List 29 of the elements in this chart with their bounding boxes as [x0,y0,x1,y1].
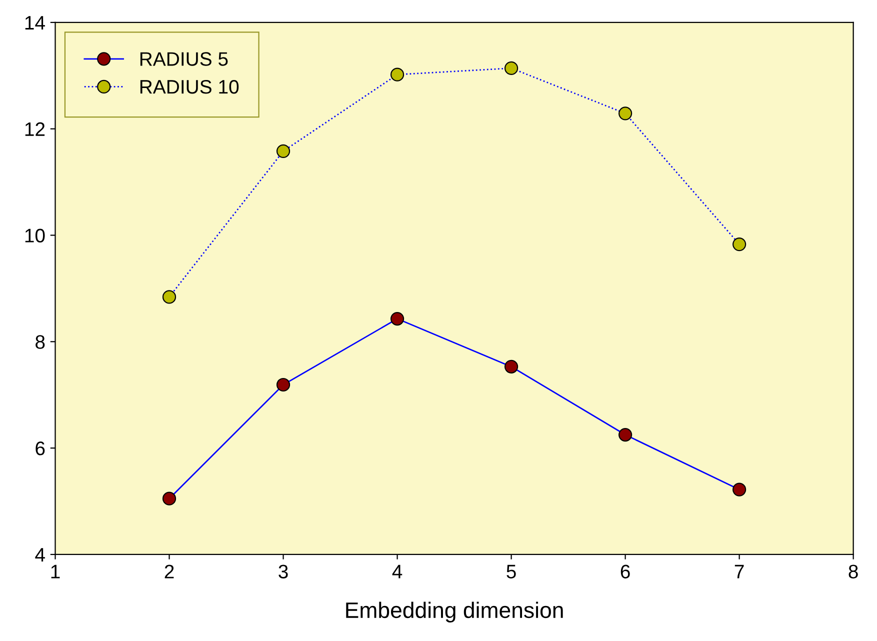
y-tick-label: 8 [36,335,45,349]
x-tick-label: 2 [164,564,174,578]
x-tick-label: 8 [848,564,858,578]
y-tick-label: 10 [25,228,45,242]
legend-label: RADIUS 10 [140,80,239,94]
x-tick-label: 4 [392,564,402,578]
point [390,312,404,326]
y-tick-label: 12 [25,122,45,136]
x-tick-label: 5 [506,564,516,578]
x-tick-label: 3 [278,564,288,578]
legend-label: RADIUS 5 [140,52,228,66]
point [162,492,176,506]
point [162,290,176,304]
point [390,68,404,82]
point [504,61,518,75]
y-tick-label: 4 [35,548,45,562]
x-tick-label: 6 [620,564,630,578]
point [732,482,746,496]
point [618,428,632,442]
y-tick-label: 14 [25,16,45,30]
point [276,144,290,158]
x-tick-label: 1 [51,564,60,578]
point [504,360,518,374]
y-tick-label: 6 [36,442,45,456]
point [276,378,290,392]
point [618,106,632,120]
x-tick-label: 7 [734,564,744,578]
point [732,237,746,252]
x-axis-title: Embedding dimension [346,602,563,622]
